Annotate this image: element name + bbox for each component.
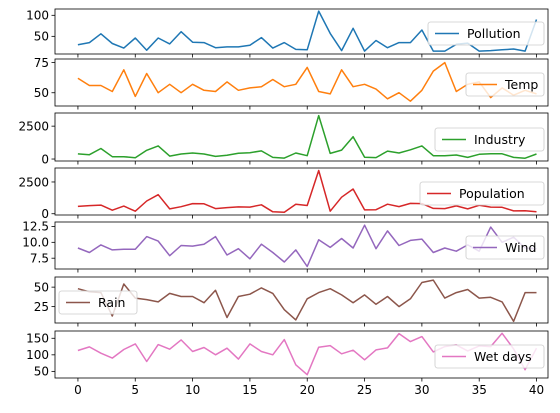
panel-pollution: 50 100 Pollution <box>26 8 549 58</box>
y-tick-label: 2500 <box>18 175 49 189</box>
y-tick-label: 50 <box>34 365 49 379</box>
axes-frame <box>54 112 549 162</box>
legend-label: Temp <box>504 77 538 92</box>
legend-pollution: Pollution <box>427 21 545 46</box>
legend-temp: Temp <box>465 72 545 97</box>
panel-temp: 50 75 Temp <box>34 56 549 110</box>
legend-wind: Wind <box>465 235 545 260</box>
legend-industry: Industry <box>434 127 545 152</box>
panel-wet-days: 50 100 150 0 5 10 15 20 25 30 35 40 Wet days <box>26 330 549 397</box>
y-tick-label: 50 <box>34 280 49 294</box>
y-tick-label: 12.5 <box>22 220 49 234</box>
series-line-industry <box>77 114 537 159</box>
y-tick-label: 100 <box>26 348 49 362</box>
y-tick-label: 0 <box>41 207 49 221</box>
y-tick-label: 100 <box>26 9 49 23</box>
legend-label: Population <box>459 186 525 201</box>
legend-box <box>58 290 138 315</box>
legend-box <box>434 344 545 369</box>
series-line-rain <box>77 279 537 323</box>
y-tick-label: 7.5 <box>30 252 49 266</box>
y-tick-label: 10.0 <box>22 236 49 250</box>
legend-box <box>465 72 545 97</box>
legend-label: Industry <box>474 132 526 147</box>
legend-population: Population <box>419 181 545 206</box>
legend-wet-days: Wet days <box>434 344 545 369</box>
axes-frame <box>54 167 549 216</box>
legend-label: Pollution <box>467 26 521 41</box>
x-tick-label: 15 <box>242 383 257 397</box>
axes-frame <box>54 221 549 270</box>
panel-rain: 25 50 Rain <box>34 276 549 327</box>
y-tick-label: 50 <box>34 86 49 100</box>
y-tick-label: 150 <box>26 332 49 346</box>
series-line-population <box>77 169 537 214</box>
axes-frame <box>54 8 549 55</box>
y-tick-label: 50 <box>34 30 49 44</box>
x-tick-label: 10 <box>185 383 200 397</box>
legend-box <box>465 235 545 260</box>
x-tick-label: 35 <box>472 383 487 397</box>
x-tick-label: 25 <box>357 383 372 397</box>
x-tick-label: 5 <box>131 383 139 397</box>
axes-frame <box>54 330 549 379</box>
legend-box <box>427 21 545 46</box>
x-tick-label: 0 <box>74 383 82 397</box>
legend-label: Wind <box>505 240 536 255</box>
legend-box <box>434 127 545 152</box>
series-line-wind <box>77 224 537 268</box>
panel-population: 0 2500 Population <box>18 167 549 221</box>
legend-label: Wet days <box>474 349 532 364</box>
panel-industry: 0 2500 Industry <box>18 112 549 166</box>
y-tick-label: 0 <box>41 152 49 166</box>
y-tick-label: 75 <box>34 56 49 70</box>
axes-frame <box>54 276 549 324</box>
x-tick-label: 20 <box>300 383 315 397</box>
x-tick-label: 40 <box>529 383 544 397</box>
y-tick-label: 2500 <box>18 119 49 133</box>
series-line-temp <box>77 61 537 102</box>
x-tick-label: 30 <box>414 383 429 397</box>
axes-frame <box>54 58 549 107</box>
legend-box <box>419 181 545 206</box>
y-tick-label: 25 <box>34 300 49 314</box>
legend-rain: Rain <box>58 290 138 315</box>
panel-wind: 7.5 10.0 12.5 Wind <box>22 220 549 273</box>
legend-label: Rain <box>98 295 125 310</box>
